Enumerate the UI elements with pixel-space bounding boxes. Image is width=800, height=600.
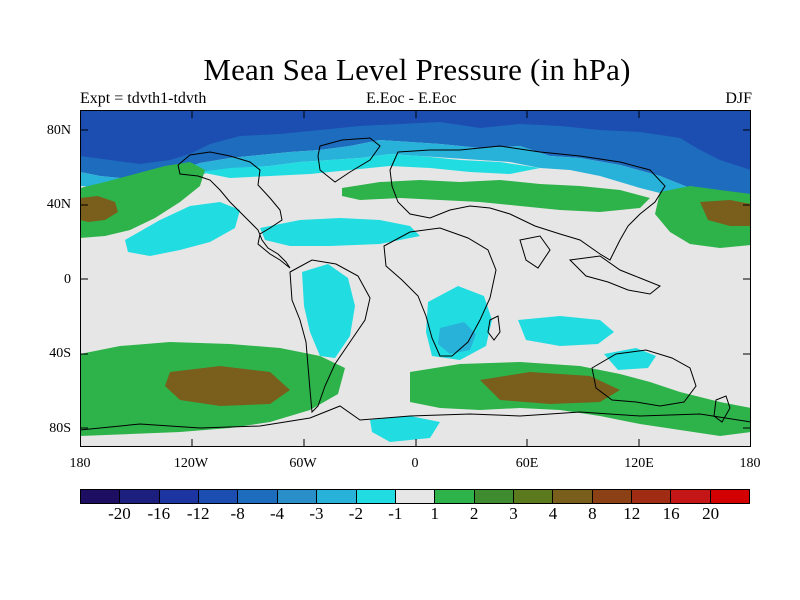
coastline-madagascar [487, 315, 501, 341]
coastline-australia [591, 349, 697, 407]
experiment-label: Expt = tdvth1-tdvth [80, 90, 207, 107]
map-plot [80, 110, 751, 447]
colorbar-swatch-8 [394, 489, 435, 504]
colorbar-swatch-7 [355, 489, 395, 504]
coastline-new-zealand [713, 395, 731, 423]
pacific-cyan-low [125, 202, 240, 256]
colorbar-swatch-12 [552, 489, 592, 504]
colorbar-label-2: -12 [186, 504, 210, 523]
colorbar-swatch-11 [512, 489, 553, 504]
colorbar-label-4: -4 [269, 504, 285, 523]
colorbar-label-10: 3 [509, 504, 518, 523]
colorbar-swatch-16 [709, 489, 751, 504]
colorbar-label-5: -3 [309, 504, 324, 523]
colorbar-swatch-1 [119, 489, 159, 504]
colorbar-swatch-4 [237, 489, 277, 504]
season-label: DJF [725, 90, 752, 107]
coastlines [80, 137, 751, 431]
colorbar-label-13: 12 [623, 504, 641, 523]
colorbar-swatch-10 [473, 489, 513, 504]
x-tick-120e: 120E [624, 456, 654, 471]
colorbar-label-11: 4 [548, 504, 558, 523]
colorbar-swatch-15 [670, 489, 710, 504]
arctic-light-blue-band [80, 140, 751, 212]
arctic-cyan-fringe [200, 154, 540, 178]
colorbar [80, 489, 751, 504]
atlantic-cyan-low [260, 218, 420, 246]
coastline-greenland [317, 137, 381, 183]
coastline-north-america [177, 151, 291, 269]
y-tick-40n: 40N [46, 197, 71, 212]
arctic-dark-blue-core [80, 110, 751, 170]
coastline-eurasia [389, 145, 666, 261]
north-pacific-east-core [80, 196, 118, 222]
colorbar-swatch-5 [276, 489, 317, 504]
colorbar-swatch-2 [158, 489, 199, 504]
x-tick-180-east: 180 [739, 456, 761, 471]
north-pacific-east-high [80, 162, 205, 238]
x-tick-120w: 120W [173, 456, 209, 471]
colorbar-swatch-9 [434, 489, 474, 504]
axis-ticks [80, 110, 751, 447]
map-title: Mean Sea Level Pressure (in hPa) [203, 52, 631, 87]
map-frame [80, 110, 751, 447]
colorbar-swatch-13 [591, 489, 632, 504]
y-tick-40s: 40S [49, 346, 71, 361]
colorbar-label-1: -16 [147, 504, 171, 523]
colorbar-swatch-14 [631, 489, 671, 504]
colorbar-label-6: -2 [348, 504, 363, 523]
colorbar-swatch-3 [198, 489, 238, 504]
colorbar-label-9: 2 [469, 504, 479, 523]
coastline-india [519, 235, 551, 269]
colorbar-label-8: 1 [430, 504, 439, 523]
x-tick-60w: 60W [289, 456, 317, 471]
coastline-southeast-asia [568, 255, 661, 295]
coastline-antarctica [80, 405, 751, 431]
south-pacific-high-core [165, 366, 290, 406]
coastline-africa [383, 227, 497, 357]
south-indian-high-core [480, 372, 620, 404]
colorbar-label-7: -1 [388, 504, 403, 523]
colorbar-label-14: 16 [662, 504, 680, 523]
colorbar-swatch-6 [316, 489, 356, 504]
coastline-south-america [289, 259, 371, 414]
y-tick-80s: 80S [49, 421, 71, 436]
south-america-cyan-low [302, 264, 355, 358]
colorbar-label-3: -8 [230, 504, 245, 523]
colorbar-label-15: 20 [702, 504, 720, 523]
africa-blue-core [438, 322, 476, 354]
colorbar-swatch-0 [80, 489, 120, 504]
colorbar-label-0: -20 [108, 504, 131, 523]
x-tick-180-west: 180 [69, 456, 91, 471]
x-tick-0: 0 [411, 456, 419, 471]
eurasia-green-band [342, 180, 650, 212]
north-pacific-west-core [700, 200, 751, 226]
y-tick-80n: 80N [46, 123, 71, 138]
variable-label: E.Eoc - E.Eoc [366, 90, 457, 107]
south-atlantic-cyan-patch [370, 416, 440, 442]
x-tick-60e: 60E [515, 456, 539, 471]
y-tick-0: 0 [64, 272, 71, 287]
map-border [80, 110, 751, 447]
colorbar-label-12: 8 [588, 504, 597, 523]
indian-ocean-cyan-low [518, 316, 614, 346]
